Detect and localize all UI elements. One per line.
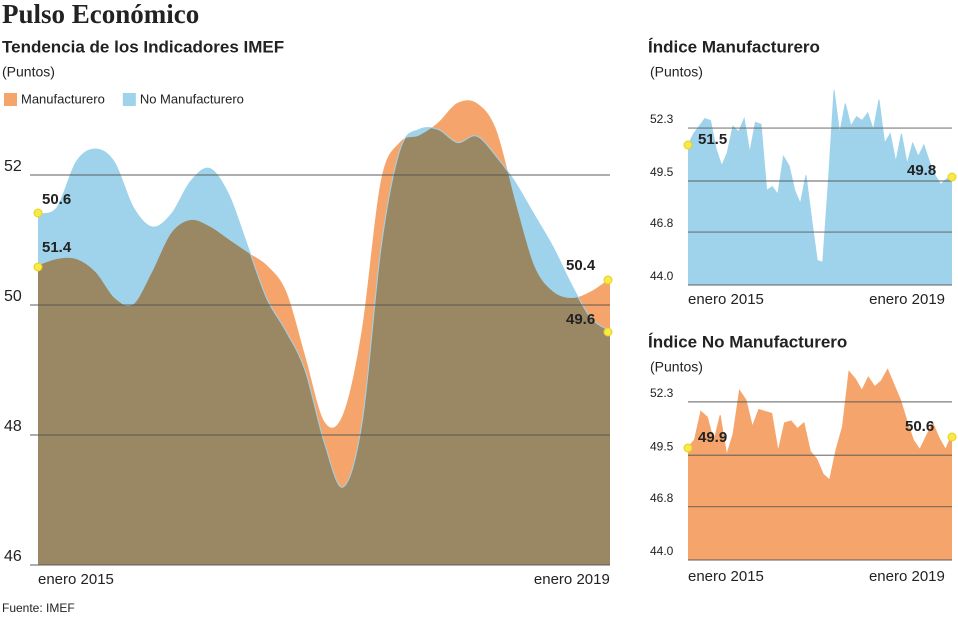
y-tick-label: 50 — [4, 288, 22, 305]
y-tick-label: 46 — [4, 548, 22, 565]
x-tick-label: enero 2019 — [869, 291, 945, 308]
highlight-dot — [683, 140, 693, 150]
y-tick-label: 46.8 — [650, 216, 674, 230]
source: Fuente: IMEF — [2, 601, 75, 615]
highlight-dot — [603, 327, 613, 337]
annotation: 51.4 — [42, 239, 72, 256]
legend-swatch — [4, 93, 17, 106]
x-tick-label: enero 2015 — [688, 291, 764, 308]
annotation: 49.6 — [566, 311, 595, 328]
highlight-dot — [947, 172, 957, 182]
highlight-dot — [33, 208, 43, 218]
x-tick-label: enero 2015 — [38, 571, 114, 588]
chart-subtitle: (Puntos) — [650, 359, 703, 375]
highlight-dot — [947, 432, 957, 442]
y-tick-label: 52.3 — [650, 386, 674, 400]
annotation: 50.6 — [905, 418, 934, 435]
y-tick-label: 44.0 — [650, 269, 674, 283]
x-tick-label: enero 2019 — [534, 571, 610, 588]
highlight-dot — [603, 275, 613, 285]
legend-label: No Manufacturero — [140, 91, 244, 106]
chart-title: Índice Manufacturero — [648, 37, 820, 56]
annotation: 49.8 — [907, 162, 936, 179]
y-tick-label: 48 — [4, 418, 22, 435]
highlight-dot — [33, 262, 43, 272]
annotation: 50.6 — [42, 191, 71, 208]
chart-title: Índice No Manufacturero — [648, 332, 847, 351]
y-tick-label: 46.8 — [650, 491, 674, 505]
annotation: 50.4 — [566, 257, 596, 274]
y-tick-label: 44.0 — [650, 544, 674, 558]
series-line — [37, 126, 611, 488]
chart-subtitle: (Puntos) — [2, 64, 55, 80]
legend-swatch — [122, 93, 136, 106]
chart-subtitle: (Puntos) — [650, 64, 703, 80]
annotation: 49.9 — [698, 429, 727, 446]
y-tick-label: 52.3 — [650, 112, 674, 126]
y-tick-label: 49.5 — [650, 439, 674, 453]
chart-title: Tendencia de los Indicadores IMEF — [2, 37, 284, 56]
area — [688, 369, 952, 560]
y-tick-label: 52 — [4, 158, 22, 175]
series-line — [687, 368, 953, 481]
series-line — [687, 90, 953, 263]
x-tick-label: enero 2019 — [869, 568, 945, 585]
annotation: 51.5 — [698, 131, 727, 148]
highlight-dot — [683, 443, 693, 453]
page-title: Pulso Económico — [2, 0, 199, 29]
area — [688, 90, 952, 286]
area — [38, 127, 610, 566]
legend-label: Manufacturero — [21, 91, 105, 106]
x-tick-label: enero 2015 — [688, 568, 764, 585]
y-tick-label: 49.5 — [650, 165, 674, 179]
